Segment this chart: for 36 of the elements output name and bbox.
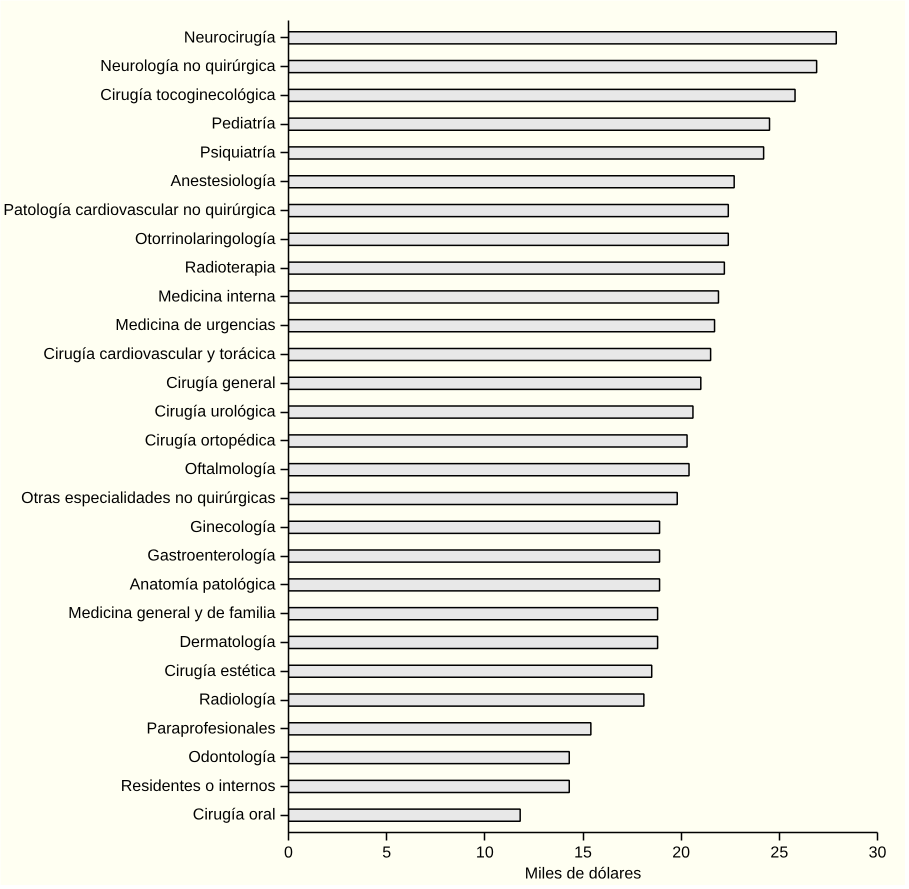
y-tick-label: Cirugía cardiovascular y torácica bbox=[43, 346, 276, 364]
y-tick-label: Pediatría bbox=[211, 116, 276, 133]
y-tick-label: Psiquiatría bbox=[200, 144, 276, 162]
y-tick-label: Radiología bbox=[199, 692, 276, 709]
x-tick-label: 10 bbox=[476, 844, 494, 862]
y-tick-label: Paraprofesionales bbox=[146, 720, 276, 738]
x-tick-label: 25 bbox=[770, 844, 788, 862]
y-tick-label: Cirugía ortopédica bbox=[144, 432, 276, 450]
y-tick-label: Patología cardiovascular no quirúrgica bbox=[3, 202, 276, 220]
y-tick-label: Residentes o internos bbox=[120, 778, 276, 795]
y-tick-label: Medicina general y de familia bbox=[68, 605, 276, 622]
x-axis-title: Miles de dólares bbox=[524, 866, 642, 882]
y-tick-label: Odontología bbox=[188, 749, 276, 766]
y-tick-label: Neurología no quirúrgica bbox=[100, 58, 276, 76]
y-tick-label: Radioterapia bbox=[184, 260, 276, 277]
y-tick-label: Otorrinolaringología bbox=[134, 230, 276, 248]
x-tick-label: 20 bbox=[672, 844, 690, 862]
x-tick-label: 5 bbox=[382, 844, 392, 862]
y-tick-label: Dermatología bbox=[179, 634, 276, 651]
y-tick-label: Cirugía general bbox=[166, 374, 276, 392]
y-tick-label: Cirugía tocoginecológica bbox=[100, 86, 276, 104]
x-tick-label: 0 bbox=[284, 844, 294, 862]
y-tick-label: Gastroenterología bbox=[147, 548, 276, 565]
y-tick-label: Cirugía estética bbox=[164, 662, 276, 680]
y-tick-label: Otras especialidades no quirúrgicas bbox=[21, 490, 276, 507]
y-tick-label: Cirugía urológica bbox=[154, 404, 276, 421]
y-tick-label: Anestesiología bbox=[170, 173, 276, 190]
y-tick-label: Anatomía patológica bbox=[130, 576, 276, 594]
y-tick-label: Neurocirugía bbox=[184, 29, 276, 46]
y-tick-label: Oftalmología bbox=[184, 461, 276, 478]
y-tick-label: Medicina de urgencias bbox=[115, 317, 276, 334]
y-tick-label: Cirugía oral bbox=[192, 806, 276, 824]
y-tick-label: Ginecología bbox=[190, 518, 276, 536]
y-tick-label: Medicina interna bbox=[158, 288, 276, 306]
x-tick-label: 15 bbox=[574, 844, 592, 862]
x-tick-label: 30 bbox=[868, 844, 886, 862]
